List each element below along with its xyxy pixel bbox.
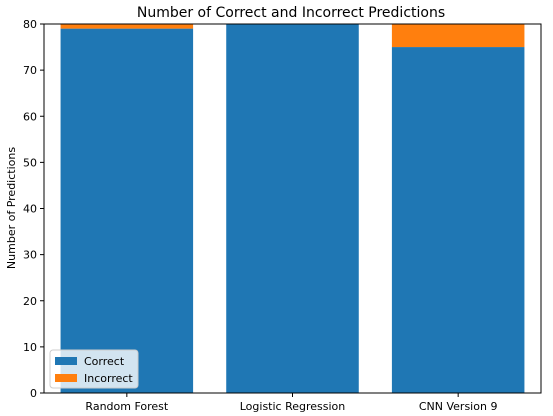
bar-correct-2: [226, 24, 359, 393]
bar-correct-3: [391, 47, 525, 393]
y-tick-label: 0: [30, 387, 37, 400]
axes: 0 10 20 30 40 50 60 70 80 Random Forest Logistic R…: [23, 18, 542, 413]
bars: [60, 24, 525, 394]
y-tick-label: 30: [23, 249, 37, 262]
legend-label-incorrect: Incorrect: [84, 372, 133, 385]
y-axis-label: Number of Predictions: [5, 147, 18, 269]
bar-correct-1: [60, 28, 194, 394]
bar-incorrect-3: [391, 24, 525, 48]
x-tick-label: Random Forest: [85, 400, 168, 413]
x-tick-label: CNN Version 9: [419, 400, 498, 413]
x-tick-label: Logistic Regression: [240, 400, 346, 413]
chart-title: Number of Correct and Incorrect Predicti…: [137, 5, 445, 21]
y-tick-label: 70: [23, 64, 37, 77]
y-tick-label: 80: [23, 18, 37, 31]
y-tick-label: 20: [23, 295, 37, 308]
bar-incorrect-1: [60, 24, 194, 29]
legend-label-correct: Correct: [84, 355, 125, 368]
y-tick-label: 40: [23, 203, 37, 216]
y-tick-label: 10: [23, 341, 37, 354]
legend: Correct Incorrect: [49, 349, 139, 389]
legend-swatch-incorrect: [55, 374, 77, 382]
legend-swatch-correct: [55, 357, 77, 365]
y-tick-label: 60: [23, 110, 37, 123]
y-tick-label: 50: [23, 156, 37, 169]
